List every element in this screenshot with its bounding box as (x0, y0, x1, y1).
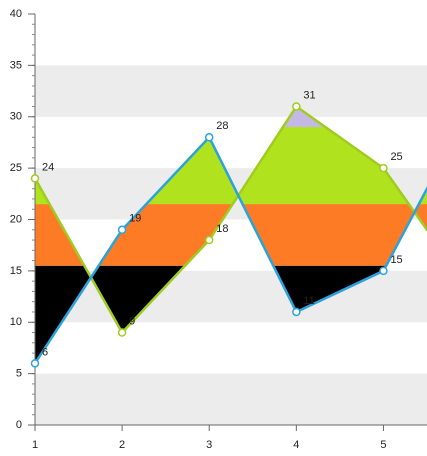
data-label: 9 (129, 315, 135, 327)
series-line (35, 135, 427, 365)
y-tick-label: 20 (10, 213, 22, 225)
grid-band (35, 373, 427, 425)
y-tick-label: 30 (10, 111, 22, 123)
point-marker (379, 266, 388, 276)
point-marker (292, 102, 301, 111)
y-tick-label: 5 (16, 368, 22, 380)
series-line (35, 104, 427, 335)
data-label: 19 (129, 213, 141, 225)
data-label: 18 (216, 223, 228, 235)
y-tick-label: 0 (16, 419, 22, 431)
grid-band (35, 65, 427, 117)
y-tick-label: 10 (10, 316, 22, 328)
x-tick-label: 1 (32, 439, 38, 451)
data-label: 6 (42, 346, 48, 358)
point-marker (379, 163, 388, 173)
point-marker (292, 307, 301, 317)
data-label: 31 (303, 89, 315, 101)
x-tick-label: 3 (206, 439, 212, 451)
point-marker (30, 359, 40, 368)
point-marker (117, 328, 127, 337)
point-marker (30, 174, 40, 183)
point-marker (204, 235, 214, 245)
x-tick-label: 5 (380, 439, 386, 451)
point-marker (204, 133, 214, 142)
x-tick-label: 2 (119, 439, 125, 451)
data-label: 15 (390, 254, 402, 266)
y-tick-label: 35 (10, 59, 22, 71)
data-label: 28 (216, 120, 228, 132)
y-tick-label: 40 (10, 8, 22, 20)
point-marker (117, 225, 127, 235)
data-label: 24 (42, 161, 54, 173)
x-tick-label: 4 (293, 439, 299, 451)
data-label: 25 (390, 151, 402, 163)
data-label: 11 (303, 295, 314, 307)
y-tick-label: 25 (10, 162, 22, 174)
y-tick-label: 15 (10, 265, 22, 277)
